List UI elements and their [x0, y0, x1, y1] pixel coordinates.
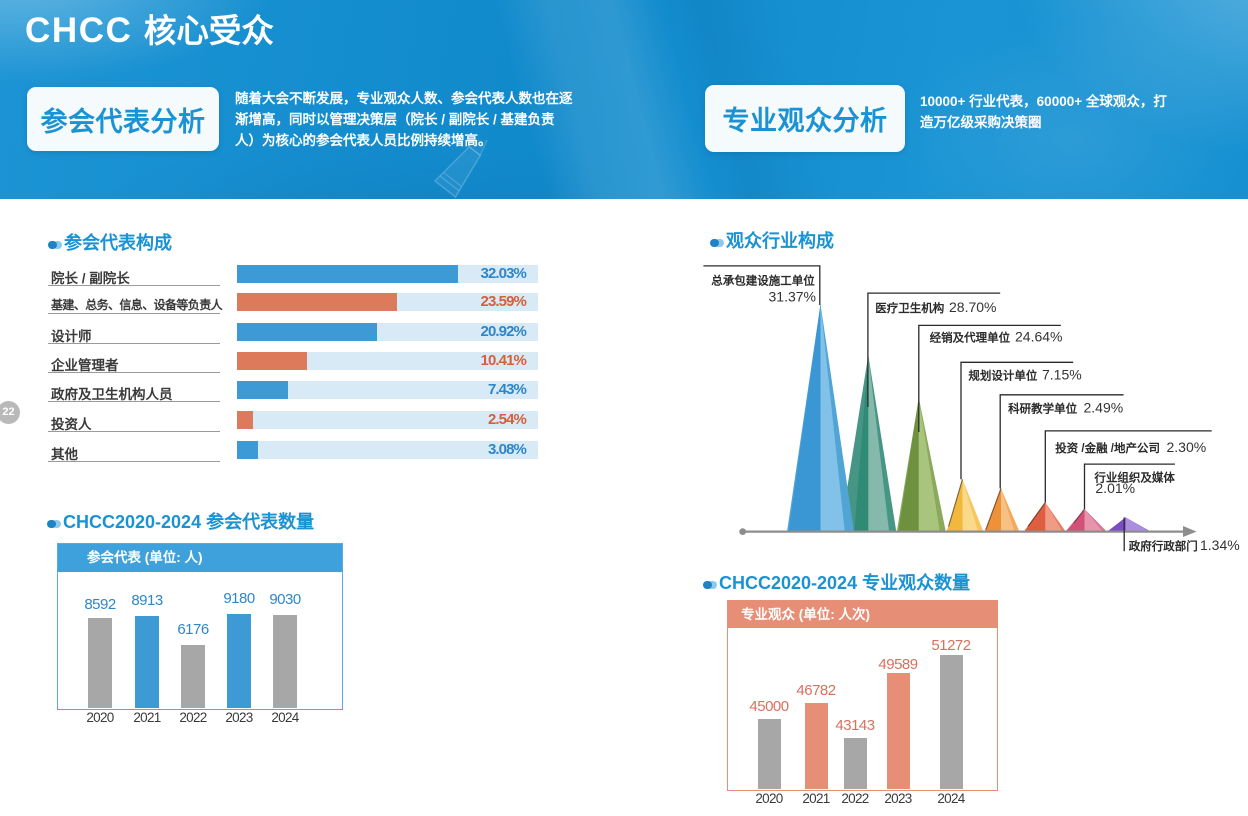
svg-text:经销及代理单位: 经销及代理单位: [930, 331, 1011, 345]
svg-text:2.01%: 2.01%: [1095, 480, 1135, 496]
svg-text:24.64%: 24.64%: [1015, 329, 1062, 345]
svg-text:投资 /金融 /地产公司: 投资 /金融 /地产公司: [1055, 441, 1160, 455]
svg-text:医疗卫生机构: 医疗卫生机构: [875, 301, 944, 315]
svg-text:2.30%: 2.30%: [1167, 439, 1207, 455]
svg-text:28.70%: 28.70%: [949, 299, 996, 315]
svg-text:2.49%: 2.49%: [1084, 399, 1124, 415]
svg-text:31.37%: 31.37%: [769, 289, 816, 305]
svg-text:政府行政部门: 政府行政部门: [1129, 539, 1198, 553]
svg-text:行业组织及媒体: 行业组织及媒体: [1093, 471, 1175, 485]
svg-text:7.15%: 7.15%: [1042, 367, 1082, 383]
svg-text:1.34%: 1.34%: [1200, 537, 1240, 553]
svg-text:科研教学单位: 科研教学单位: [1008, 401, 1077, 415]
svg-text:总承包建设施工单位: 总承包建设施工单位: [711, 274, 815, 288]
svg-text:规划设计单位: 规划设计单位: [968, 369, 1037, 383]
